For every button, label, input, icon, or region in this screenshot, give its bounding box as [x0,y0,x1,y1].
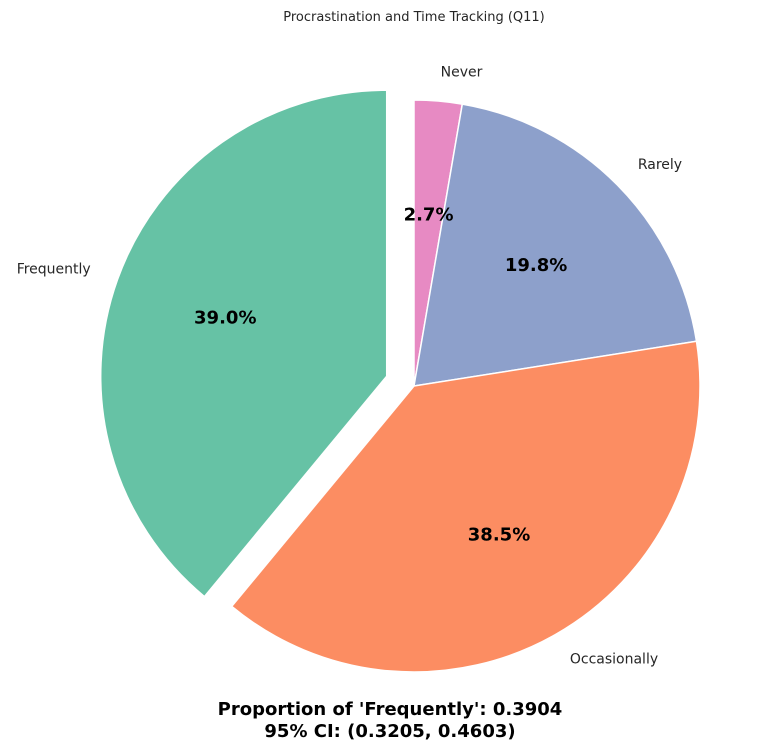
pie-category-label-never: Never [441,65,483,81]
caption-proportion: Proportion of 'Frequently': 0.3904 [218,699,563,720]
pie-slice-frequently [99,89,388,598]
chart-title: Procrastination and Time Tracking (Q11) [283,10,545,25]
pie-slice-occasionally [230,340,701,673]
pie-category-label-occasionally: Occasionally [570,651,658,667]
pie-percent-label-rarely: 19.8% [505,255,567,276]
pie-percent-label-frequently: 39.0% [194,308,256,329]
pie-slice-rarely [413,103,698,387]
pie-category-label-frequently: Frequently [17,262,91,278]
pie-labels: 2.7% Never 19.8% Rarely 38.5% Occasionally 39.… [17,65,682,668]
pie-percent-label-occasionally: 38.5% [468,525,530,546]
pie-percent-label-never: 2.7% [404,205,454,226]
caption-confidence-interval: 95% CI: (0.3205, 0.4603) [264,721,515,742]
pie-slices [99,89,701,673]
pie-category-label-rarely: Rarely [638,157,682,173]
